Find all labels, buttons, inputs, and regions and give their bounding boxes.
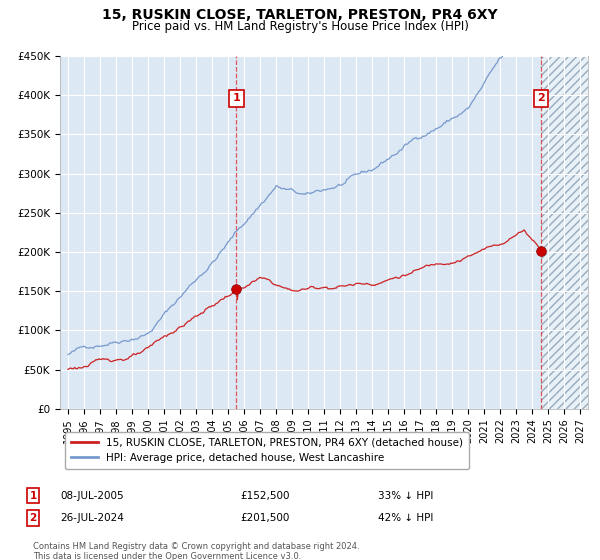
Text: 2: 2 [537, 94, 545, 104]
Text: 1: 1 [29, 491, 37, 501]
Bar [541, 56, 588, 409]
Text: 26-JUL-2024: 26-JUL-2024 [60, 513, 124, 523]
Legend: 15, RUSKIN CLOSE, TARLETON, PRESTON, PR4 6XY (detached house), HPI: Average pric: 15, RUSKIN CLOSE, TARLETON, PRESTON, PR4… [65, 432, 469, 469]
Text: £152,500: £152,500 [240, 491, 290, 501]
Text: Price paid vs. HM Land Registry's House Price Index (HPI): Price paid vs. HM Land Registry's House … [131, 20, 469, 32]
Text: 1: 1 [232, 94, 240, 104]
Text: 42% ↓ HPI: 42% ↓ HPI [378, 513, 433, 523]
Bar [541, 56, 588, 409]
Text: 2: 2 [29, 513, 37, 523]
Text: Contains HM Land Registry data © Crown copyright and database right 2024.
This d: Contains HM Land Registry data © Crown c… [33, 542, 359, 560]
Text: 33% ↓ HPI: 33% ↓ HPI [378, 491, 433, 501]
Text: 15, RUSKIN CLOSE, TARLETON, PRESTON, PR4 6XY: 15, RUSKIN CLOSE, TARLETON, PRESTON, PR4… [102, 8, 498, 22]
Text: £201,500: £201,500 [240, 513, 289, 523]
Text: 08-JUL-2005: 08-JUL-2005 [60, 491, 124, 501]
